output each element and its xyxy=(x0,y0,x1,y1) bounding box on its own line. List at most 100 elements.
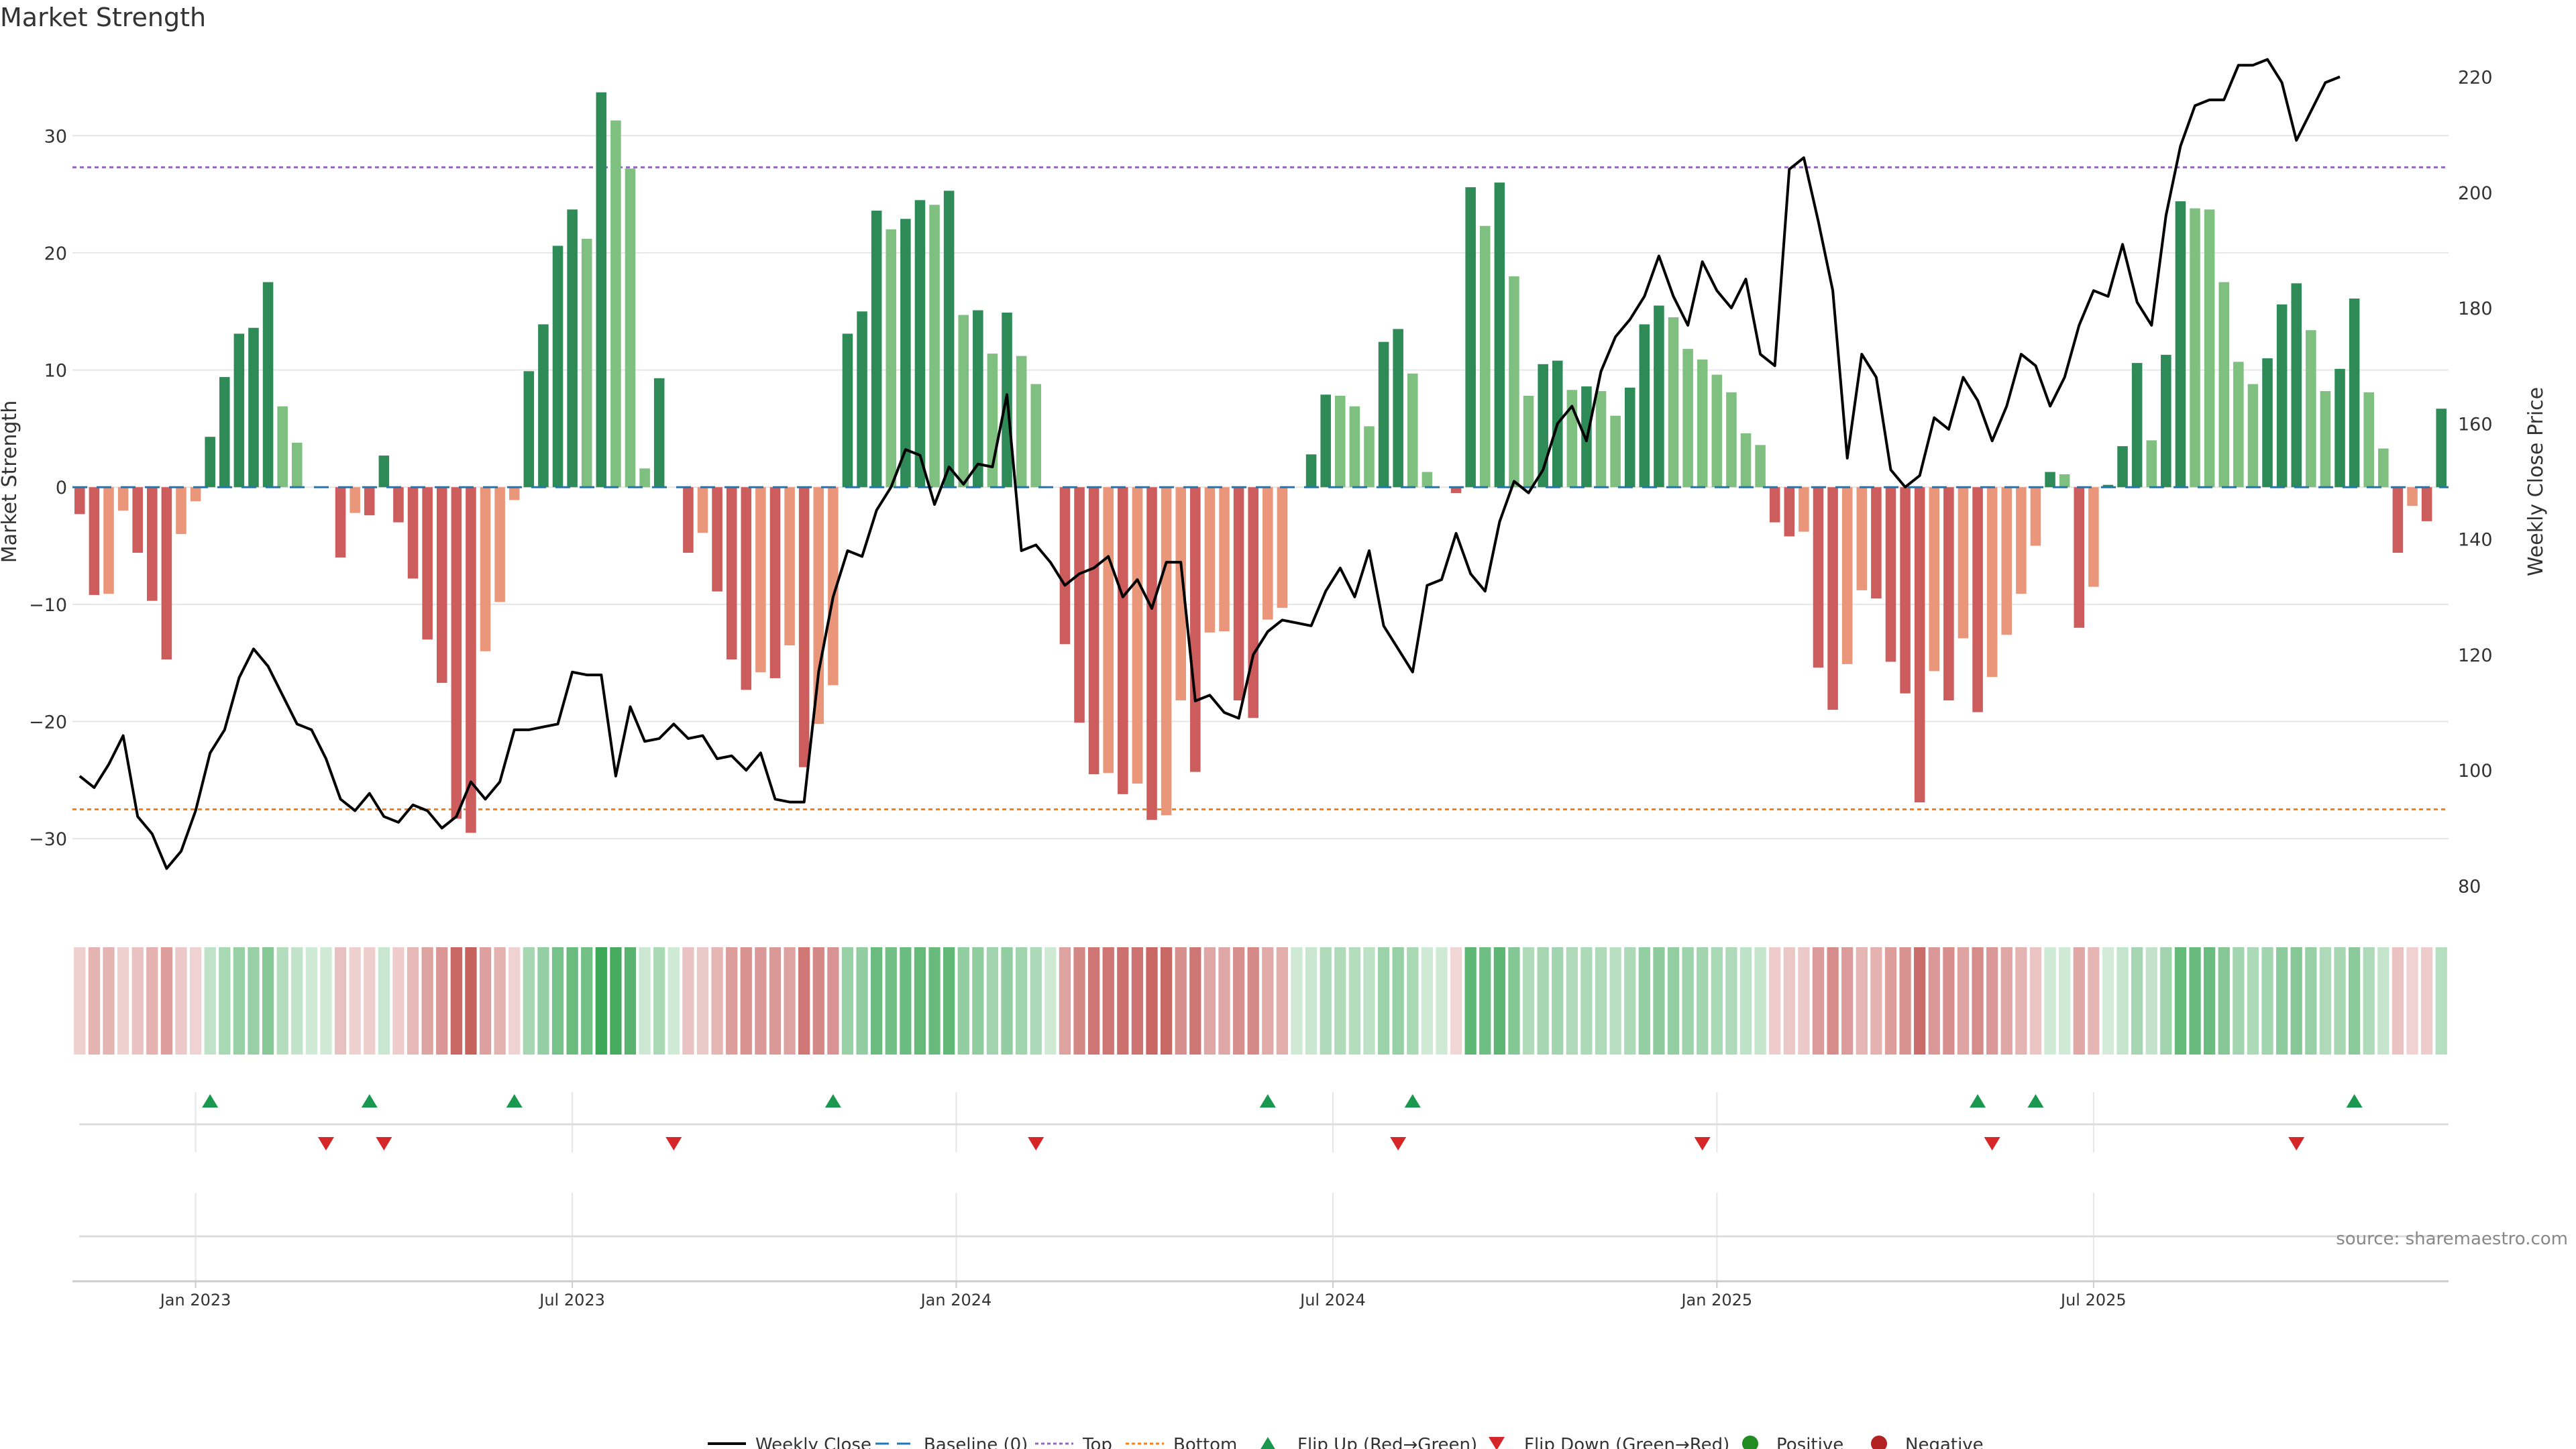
heat-cell xyxy=(1189,947,1201,1055)
strength-bar xyxy=(1190,487,1201,772)
strength-bar xyxy=(1595,391,1607,488)
heat-cell xyxy=(1725,947,1737,1055)
right-axis-tick: 160 xyxy=(2458,414,2493,435)
strength-bar xyxy=(1813,487,1824,668)
strength-bar xyxy=(1103,487,1114,773)
strength-bar xyxy=(2218,282,2230,488)
flip-down-marker xyxy=(665,1137,682,1150)
heat-cell xyxy=(1146,947,1158,1055)
strength-bar xyxy=(1378,341,1389,488)
heat-cell xyxy=(74,947,86,1055)
heat-cell xyxy=(972,947,984,1055)
strength-bar xyxy=(1871,487,1882,599)
heat-cell xyxy=(1566,947,1578,1055)
left-axis-tick: −30 xyxy=(29,829,67,850)
flip-down-marker xyxy=(1984,1137,2000,1150)
legend-swatch-positive xyxy=(1742,1436,1758,1449)
left-axis-tick: 10 xyxy=(44,361,67,382)
heat-cell xyxy=(2131,947,2143,1055)
heat-cell xyxy=(1580,947,1593,1055)
heat-cell xyxy=(1493,947,1505,1055)
heat-cell xyxy=(262,947,274,1055)
x-tick-label: Jan 2025 xyxy=(1680,1291,1752,1309)
strength-bar xyxy=(407,487,419,579)
heat-cell xyxy=(378,947,390,1055)
strength-bar xyxy=(2016,487,2027,594)
heat-cell xyxy=(1218,947,1230,1055)
x-tick-label: Jul 2023 xyxy=(538,1291,605,1309)
heat-cell xyxy=(2435,947,2447,1055)
strength-bar xyxy=(1986,487,1998,678)
heat-cell xyxy=(2102,947,2114,1055)
heat-cell xyxy=(1001,947,1013,1055)
strength-bar xyxy=(2291,283,2302,488)
strength-bar xyxy=(842,333,853,488)
strength-bar xyxy=(494,487,505,602)
left-axis-tick: −20 xyxy=(29,712,67,733)
strength-bar xyxy=(2059,474,2070,488)
heat-cell xyxy=(2334,947,2346,1055)
heat-cell xyxy=(1928,947,1940,1055)
strength-bar xyxy=(1697,359,1708,488)
heat-cell xyxy=(1087,947,1100,1055)
heat-cell xyxy=(726,947,738,1055)
strength-bar xyxy=(2001,487,2012,635)
strength-bar xyxy=(277,406,288,488)
heat-cell xyxy=(957,947,969,1055)
heat-cell xyxy=(2073,947,2085,1055)
strength-bar xyxy=(2306,330,2316,488)
strength-bar xyxy=(1972,487,1983,712)
heat-cell xyxy=(2116,947,2129,1055)
heat-cell xyxy=(682,947,694,1055)
heat-cell xyxy=(1522,947,1535,1055)
heat-cell xyxy=(1667,947,1680,1055)
strength-bar xyxy=(1755,445,1766,488)
heat-cell xyxy=(914,947,926,1055)
strength-bar xyxy=(1668,317,1679,488)
strength-bar xyxy=(625,168,636,488)
heat-cell xyxy=(986,947,999,1055)
legend-label: Bottom xyxy=(1173,1435,1237,1449)
heat-cell xyxy=(2015,947,2027,1055)
heat-cell xyxy=(407,947,419,1055)
heat-cell xyxy=(1044,947,1057,1055)
strength-bar xyxy=(2117,446,2128,488)
strength-bar xyxy=(1799,487,1809,532)
strength-bar xyxy=(2334,368,2345,488)
heat-cell xyxy=(1377,947,1390,1055)
source-note: source: sharemaestro.com xyxy=(2336,1229,2568,1249)
strength-bar xyxy=(813,487,824,724)
heat-cell xyxy=(2290,947,2302,1055)
heat-cell xyxy=(2000,947,2012,1055)
heat-cell xyxy=(1537,947,1549,1055)
strength-bar xyxy=(1654,305,1664,488)
heat-cell xyxy=(219,947,231,1055)
strength-bar xyxy=(1929,487,1940,672)
heat-cell xyxy=(798,947,810,1055)
strength-bar xyxy=(885,229,897,488)
strength-bar xyxy=(1450,487,1462,493)
strength-bar xyxy=(1538,364,1548,488)
strength-bar xyxy=(117,487,129,511)
heat-cell xyxy=(2233,947,2245,1055)
flip-down-marker xyxy=(2288,1137,2305,1150)
heat-cell xyxy=(2319,947,2332,1055)
heat-cell xyxy=(1552,947,1564,1055)
strength-bar xyxy=(2131,363,2143,488)
strength-bar xyxy=(552,246,564,488)
heat-cell xyxy=(175,947,187,1055)
strength-bar xyxy=(350,487,360,513)
heat-cell xyxy=(1305,947,1318,1055)
strength-bar xyxy=(1407,373,1418,488)
strength-bar xyxy=(1320,394,1331,488)
heat-cell xyxy=(2218,947,2230,1055)
heat-cell xyxy=(610,947,622,1055)
strength-bar xyxy=(2161,354,2171,488)
heat-cell xyxy=(2305,947,2317,1055)
heat-cell xyxy=(2377,947,2390,1055)
strength-bar xyxy=(248,327,259,488)
strength-bar xyxy=(1523,396,1534,488)
weekly-close-line xyxy=(78,58,2341,870)
strength-bar xyxy=(1074,487,1085,723)
strength-bar xyxy=(1277,487,1288,608)
